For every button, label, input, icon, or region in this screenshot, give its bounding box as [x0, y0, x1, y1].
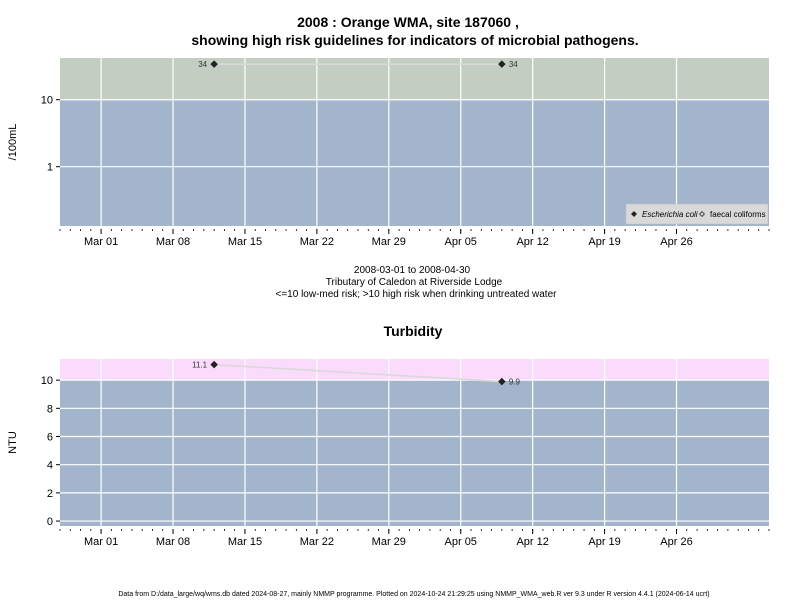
x-tick-label: Apr 19	[588, 236, 620, 248]
x-tick-label: Mar 29	[372, 536, 406, 548]
y-tick-label: 4	[47, 460, 53, 472]
x-tick-label: Apr 05	[445, 536, 477, 548]
y-tick-label: 6	[47, 432, 53, 444]
high-risk-band	[60, 359, 769, 381]
x-tick-label: Apr 26	[660, 536, 692, 548]
microbial-panel: 1 10 Mar 01 Mar 08 Mar 15 Mar 22 Mar 29 Apr 05 A…	[7, 58, 770, 248]
y-tick-label: 10	[41, 375, 53, 387]
caption-site-name: Tributary of Caledon at Riverside Lodge	[326, 277, 503, 288]
y-axis-title: NTU	[7, 431, 19, 454]
data-label: 34	[198, 60, 207, 69]
data-label: 34	[509, 60, 518, 69]
x-tick-label: Mar 15	[228, 236, 262, 248]
data-source-footnote: Data from D:/data_large/wq/wms.db dated …	[118, 591, 709, 598]
x-tick-label: Mar 08	[156, 236, 190, 248]
data-label: 9.9	[509, 378, 521, 387]
caption-risk-guideline: <=10 low-med risk; >10 high risk when dr…	[276, 289, 558, 300]
chart-title-line-2: showing high risk guidelines for indicat…	[191, 32, 638, 48]
x-tick-label: Apr 12	[516, 236, 548, 248]
plot-background	[60, 359, 769, 526]
y-tick-label: 1	[47, 162, 53, 174]
x-tick-label: Apr 05	[445, 236, 477, 248]
y-tick-label: 0	[47, 516, 53, 528]
turbidity-panel: 0 2 4 6 8 10 Mar 01 Mar 08 Mar 15 Mar 22 Mar 29 Apr…	[7, 359, 770, 548]
x-tick-label: Mar 22	[300, 236, 334, 248]
x-tick-label: Mar 22	[300, 536, 334, 548]
data-point	[210, 360, 218, 369]
data-point	[498, 60, 506, 68]
data-label: 11.1	[192, 361, 208, 370]
y-axis-title: /100mL	[7, 124, 19, 161]
data-point	[498, 377, 506, 386]
x-tick-label: Mar 08	[156, 536, 190, 548]
y-tick-label: 2	[47, 488, 53, 500]
x-tick-label: Mar 29	[372, 236, 406, 248]
legend-label: faecal coliforms	[710, 210, 766, 219]
chart-title-line-1: 2008 : Orange WMA, site 187060 ,	[297, 14, 519, 30]
legend-box	[625, 203, 769, 225]
legend-marker	[631, 211, 637, 217]
x-tick-label: Mar 01	[84, 236, 118, 248]
y-tick-label: 8	[47, 403, 53, 415]
caption-date-range: 2008-03-01 to 2008-04-30	[354, 265, 471, 276]
x-tick-label: Apr 19	[588, 536, 620, 548]
y-tick-label: 10	[41, 95, 53, 107]
legend-label: Escherichia coli	[642, 210, 698, 219]
series-line	[214, 363, 502, 383]
high-risk-band	[60, 58, 769, 100]
turbidity-panel-title: Turbidity	[384, 323, 443, 339]
x-tick-label: Mar 01	[84, 536, 118, 548]
x-tick-label: Apr 26	[660, 236, 692, 248]
legend: Escherichia coli faecal coliforms	[625, 203, 769, 225]
x-tick-label: Apr 12	[516, 536, 548, 548]
data-point	[210, 60, 218, 68]
x-tick-label: Mar 15	[228, 536, 262, 548]
legend-marker	[699, 211, 705, 217]
